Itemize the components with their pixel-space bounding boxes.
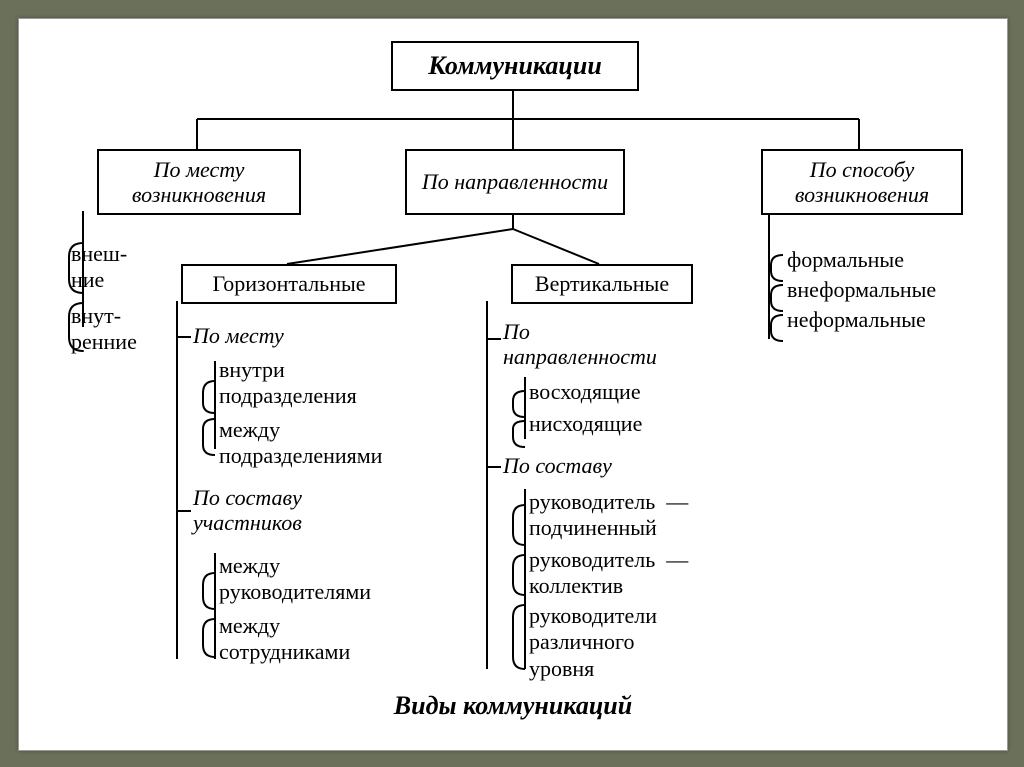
horiz-byplace-item-1: между подразделениями	[219, 417, 382, 470]
vertical-label: Вертикальные	[535, 271, 669, 296]
vert-bydir-header: По направленности	[503, 319, 657, 370]
bottom-title: Виды коммуникаций	[19, 691, 1007, 721]
level1-direction-box: По направленности	[405, 149, 625, 215]
horizontal-box: Горизонтальные	[181, 264, 397, 304]
level1-method-box: По способу возникновения	[761, 149, 963, 215]
vert-bycomp-item-1: руководитель — коллектив	[529, 547, 688, 600]
level1-direction-label: По направленности	[422, 169, 608, 194]
horiz-byparticipants-item-0: между руководителями	[219, 553, 371, 606]
vert-bycomp-item-0: руководитель — подчиненный	[529, 489, 688, 542]
level1-method-label: По способу возникновения	[763, 157, 961, 208]
vert-bycomp-header: По составу	[503, 453, 612, 478]
root-label: Коммуникации	[428, 51, 602, 81]
connector-lines	[19, 19, 1007, 750]
vertical-box: Вертикальные	[511, 264, 693, 304]
horiz-byparticipants-item-1: между сотрудниками	[219, 613, 350, 666]
vert-bydir-item-0: восходящие	[529, 379, 641, 405]
horiz-byplace-header: По месту	[193, 323, 284, 348]
level1-place-box: По месту возникновения	[97, 149, 301, 215]
place-internal: внут- ренние	[71, 303, 137, 356]
method-item-1: внеформальные	[787, 277, 936, 303]
horiz-byplace-item-0: внутри подразделения	[219, 357, 357, 410]
place-external: внеш- ние	[71, 241, 127, 294]
vert-bydir-item-1: нисходящие	[529, 411, 642, 437]
root-box: Коммуникации	[391, 41, 639, 91]
horiz-byparticipants-header: По составу участников	[193, 485, 302, 536]
horizontal-label: Горизонтальные	[212, 271, 365, 296]
method-item-0: формальные	[787, 247, 904, 273]
method-item-2: неформальные	[787, 307, 926, 333]
vert-bycomp-item-2: руководители различного уровня	[529, 603, 657, 682]
diagram-frame: Коммуникации По месту возникновения По н…	[18, 18, 1008, 751]
level1-place-label: По месту возникновения	[99, 157, 299, 208]
